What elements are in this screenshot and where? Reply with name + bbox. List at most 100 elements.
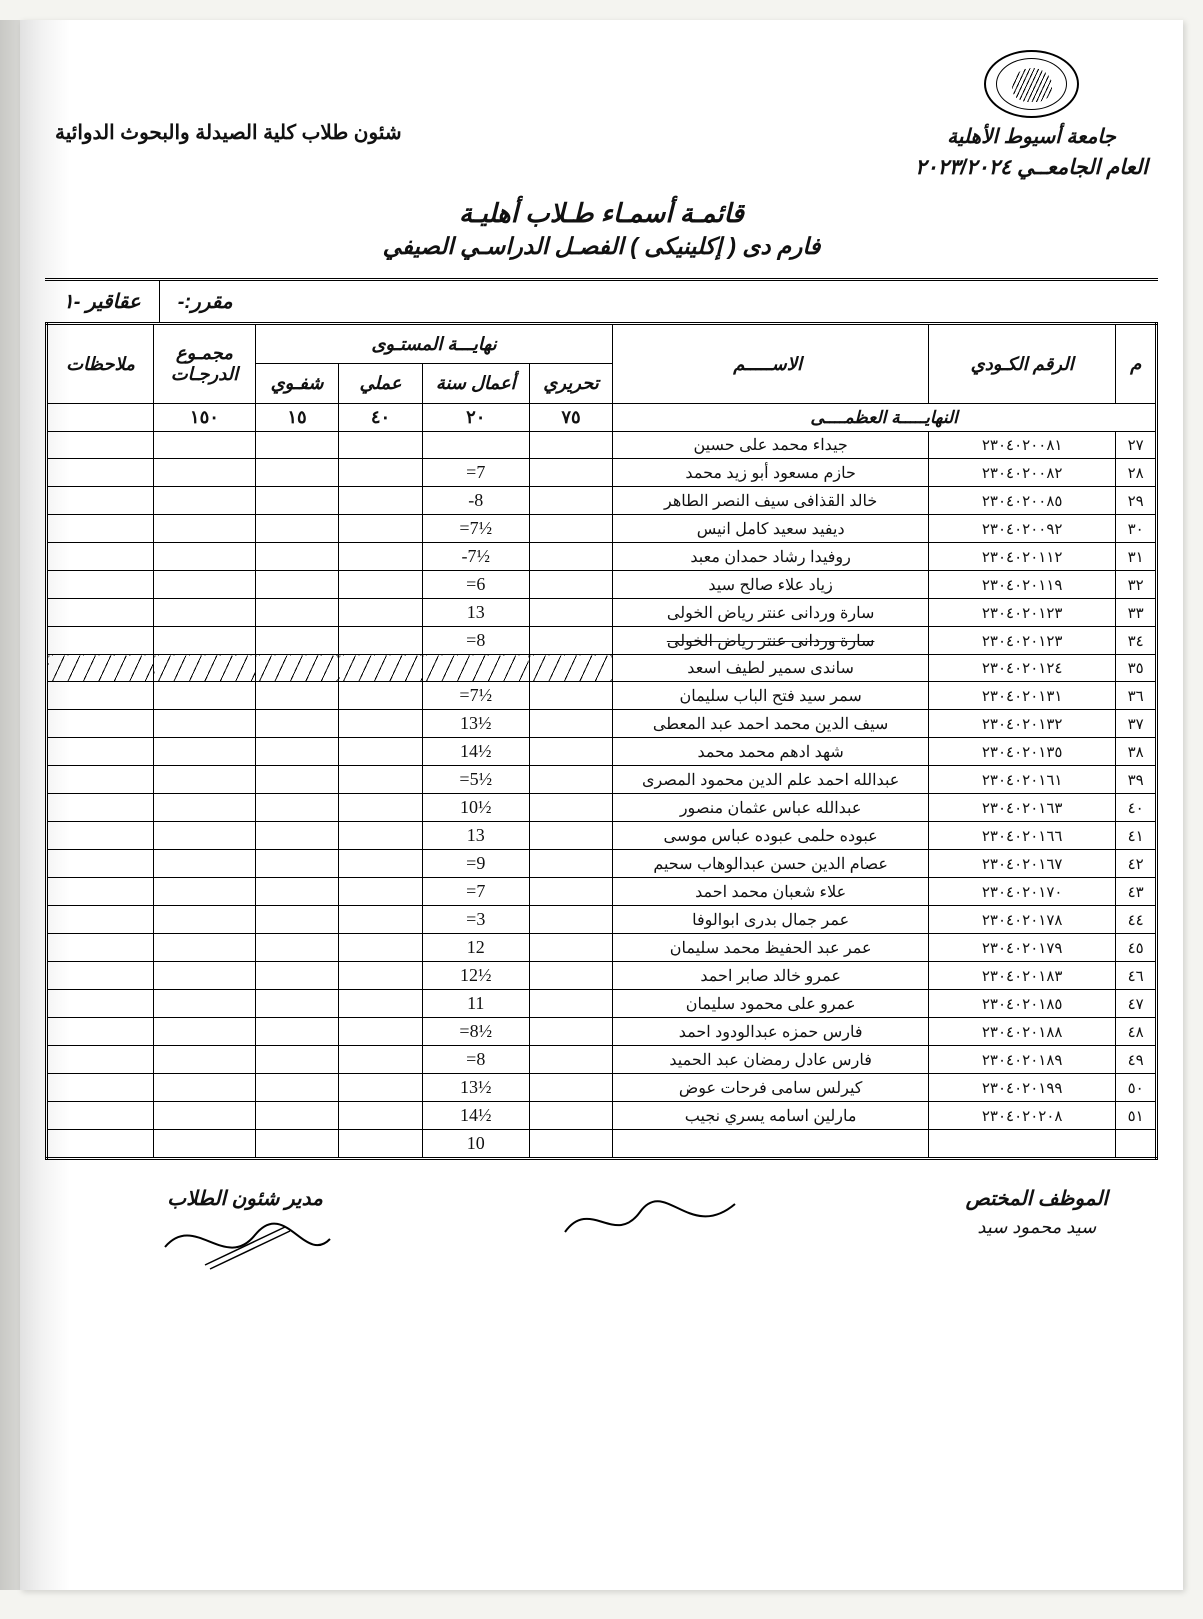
table-row: ٣٠٢٣٠٤٠٢٠٠٩٢ديفيد سعيد كامل انيس=7½ — [47, 515, 1157, 543]
cell-aamal: =7 — [422, 878, 529, 906]
cell-name: سيف الدين محمد احمد عبد المعطى — [613, 710, 929, 738]
max-notes — [47, 404, 154, 432]
title-line-2: فارم دى ( إكلينيكى ) الفصـل الدراسـي الص… — [45, 233, 1158, 260]
officer-name: سيد محمود سيد — [966, 1217, 1108, 1238]
cell-total — [154, 878, 256, 906]
cell-shafawi — [255, 543, 338, 571]
cell-seq: ٤٤ — [1116, 906, 1157, 934]
cell-seq: ٣٨ — [1116, 738, 1157, 766]
cell-name: خالد القذافى سيف النصر الطاهر — [613, 487, 929, 515]
cell-seq: ٣٩ — [1116, 766, 1157, 794]
cell-tahriri — [529, 878, 612, 906]
cell-seq: ٤٣ — [1116, 878, 1157, 906]
cell-aamal: 11 — [422, 990, 529, 1018]
cell-code: ٢٣٠٤٠٢٠١٨٣ — [929, 962, 1116, 990]
header: جامعة أسيوط الأهلية العام الجامعــي ٢٠٢٣… — [45, 50, 1158, 180]
trailing-row: 10 — [47, 1130, 1157, 1159]
cell-total — [154, 655, 256, 682]
cell-name: ديفيد سعيد كامل انيس — [613, 515, 929, 543]
cell-shafawi — [255, 934, 338, 962]
max-shafawi: ١٥ — [255, 404, 338, 432]
cell-tahriri — [529, 906, 612, 934]
cell-seq: ٤٧ — [1116, 990, 1157, 1018]
cell-shafawi — [255, 599, 338, 627]
cell-name: فارس حمزه عبدالودود احمد — [613, 1018, 929, 1046]
cell-amali — [339, 738, 422, 766]
cell-name: جيداء محمد على حسين — [613, 432, 929, 459]
cell-notes — [47, 1102, 154, 1130]
cell-notes — [47, 487, 154, 515]
footer: الموظف المختص سيد محمود سيد مدير شئون ال… — [45, 1186, 1158, 1277]
cell-name: مارلين اسامه يسري نجيب — [613, 1102, 929, 1130]
cell-total — [154, 571, 256, 599]
cell-aamal: 13½ — [422, 1074, 529, 1102]
cell-amali — [339, 459, 422, 487]
cell-tahriri — [529, 459, 612, 487]
cell-total — [154, 850, 256, 878]
table-row: ٣٢٢٣٠٤٠٢٠١١٩زياد علاء صالح سيد=6 — [47, 571, 1157, 599]
cell-seq: ٣٧ — [1116, 710, 1157, 738]
cell-tahriri — [529, 432, 612, 459]
cell-shafawi — [255, 710, 338, 738]
cell-amali — [339, 571, 422, 599]
cell-amali — [339, 627, 422, 655]
cell-aamal: 10½ — [422, 794, 529, 822]
cell-seq: ٣٥ — [1116, 655, 1157, 682]
cell-name: فارس عادل رمضان عبد الحميد — [613, 1046, 929, 1074]
cell-notes — [47, 1046, 154, 1074]
cell-notes — [47, 432, 154, 459]
cell-code: ٢٣٠٤٠٢٠١٧٨ — [929, 906, 1116, 934]
cell-total — [154, 1046, 256, 1074]
cell-aamal: 13½ — [422, 710, 529, 738]
cell-total — [154, 459, 256, 487]
cell-amali — [339, 766, 422, 794]
cell-notes — [47, 515, 154, 543]
cell-shafawi — [255, 459, 338, 487]
academic-year: العام الجامعــي ٢٠٢٣/٢٠٢٤ — [915, 155, 1148, 180]
cell-name: عبدالله عباس عثمان منصور — [613, 794, 929, 822]
col-amali: عملي — [339, 364, 422, 404]
cell-name: عصام الدين حسن عبدالوهاب سحيم — [613, 850, 929, 878]
cell-shafawi — [255, 1102, 338, 1130]
cell-aamal: 14½ — [422, 738, 529, 766]
cell-seq: ٣٣ — [1116, 599, 1157, 627]
cell-shafawi — [255, 655, 338, 682]
cell-aamal — [422, 655, 529, 682]
cell-total — [154, 1018, 256, 1046]
table-row: ٤٦٢٣٠٤٠٢٠١٨٣عمرو خالد صابر احمد12½ — [47, 962, 1157, 990]
cell-shafawi — [255, 878, 338, 906]
table-row: ٢٧٢٣٠٤٠٢٠٠٨١جيداء محمد على حسين — [47, 432, 1157, 459]
cell-tahriri — [529, 599, 612, 627]
col-level-end: نهايـــة المستـوى — [255, 324, 612, 364]
cell-shafawi — [255, 794, 338, 822]
cell-notes — [47, 962, 154, 990]
cell-tahriri — [529, 962, 612, 990]
cell-aamal: 14½ — [422, 1102, 529, 1130]
cell-seq: ٣٦ — [1116, 682, 1157, 710]
cell-shafawi — [255, 487, 338, 515]
title-block: قائمـة أسمـاء طـلاب أهليـة فارم دى ( إكل… — [45, 198, 1158, 260]
cell-seq: ٣١ — [1116, 543, 1157, 571]
cell-tahriri — [529, 1046, 612, 1074]
department-title: شئون طلاب كلية الصيدلة والبحوث الدوائية — [55, 120, 402, 145]
cell-aamal: 13 — [422, 822, 529, 850]
cell-aamal: =5½ — [422, 766, 529, 794]
university-logo — [984, 50, 1079, 118]
cell-tahriri — [529, 990, 612, 1018]
cell-aamal: =8 — [422, 1046, 529, 1074]
cell-total — [154, 1102, 256, 1130]
cell-shafawi — [255, 822, 338, 850]
cell-aamal: 13 — [422, 599, 529, 627]
table-row: ٤٩٢٣٠٤٠٢٠١٨٩فارس عادل رمضان عبد الحميد=8 — [47, 1046, 1157, 1074]
cell-amali — [339, 1102, 422, 1130]
table-row: ٤٢٢٣٠٤٠٢٠١٦٧عصام الدين حسن عبدالوهاب سحي… — [47, 850, 1157, 878]
cell-code: ٢٣٠٤٠٢٠٠٨١ — [929, 432, 1116, 459]
cell-amali — [339, 962, 422, 990]
cell-seq: ٤٩ — [1116, 1046, 1157, 1074]
header-right-block: جامعة أسيوط الأهلية العام الجامعــي ٢٠٢٣… — [915, 50, 1148, 180]
cell-shafawi — [255, 682, 338, 710]
cell-tahriri — [529, 794, 612, 822]
year-label: العام الجامعــي — [1017, 156, 1148, 179]
director-block: مدير شئون الطلاب — [155, 1186, 335, 1277]
cell-amali — [339, 432, 422, 459]
